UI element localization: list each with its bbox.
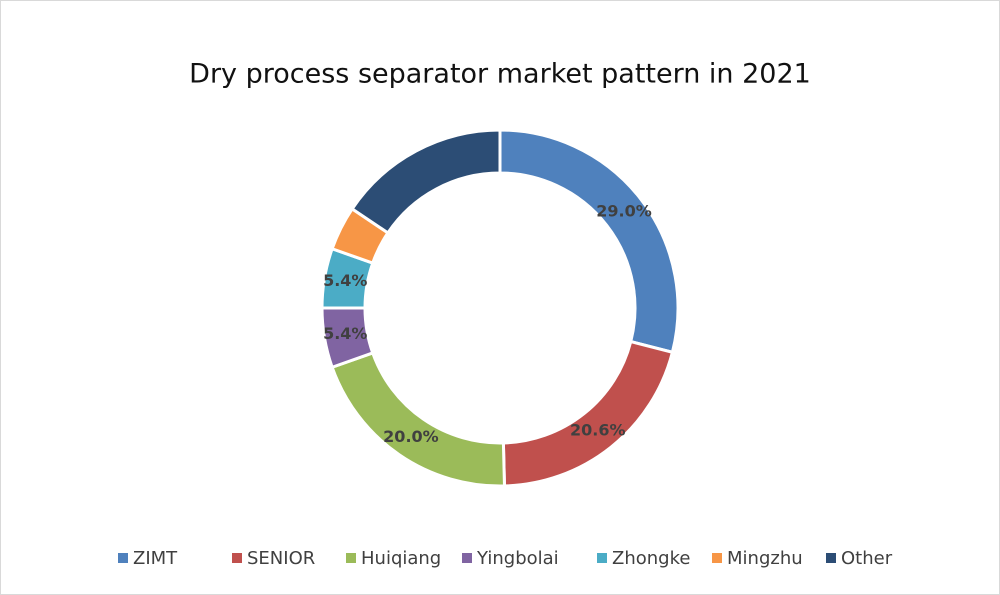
legend-label: Other (841, 548, 893, 569)
legend-label: SENIOR (247, 548, 315, 569)
data-label: 20.6% (570, 420, 626, 439)
legend-label: Yingbolai (476, 548, 559, 569)
legend-swatch (712, 553, 722, 563)
legend-swatch (118, 553, 128, 563)
legend-swatch (826, 553, 836, 563)
legend-label: Huiqiang (361, 548, 441, 569)
data-label: 29.0% (596, 201, 652, 220)
donut-slice (350, 128, 502, 235)
chart-title: Dry process separator market pattern in … (189, 59, 811, 90)
legend-swatch (232, 553, 242, 563)
data-label: 5.4% (323, 271, 367, 290)
legend-swatch (346, 553, 356, 563)
data-label: 5.4% (323, 324, 367, 343)
legend-swatch (597, 553, 607, 563)
data-label: 20.0% (383, 427, 439, 446)
legend-label: Mingzhu (727, 548, 803, 569)
legend-label: ZIMT (133, 548, 178, 569)
legend-label: Zhongke (612, 548, 690, 569)
legend-swatch (462, 553, 472, 563)
